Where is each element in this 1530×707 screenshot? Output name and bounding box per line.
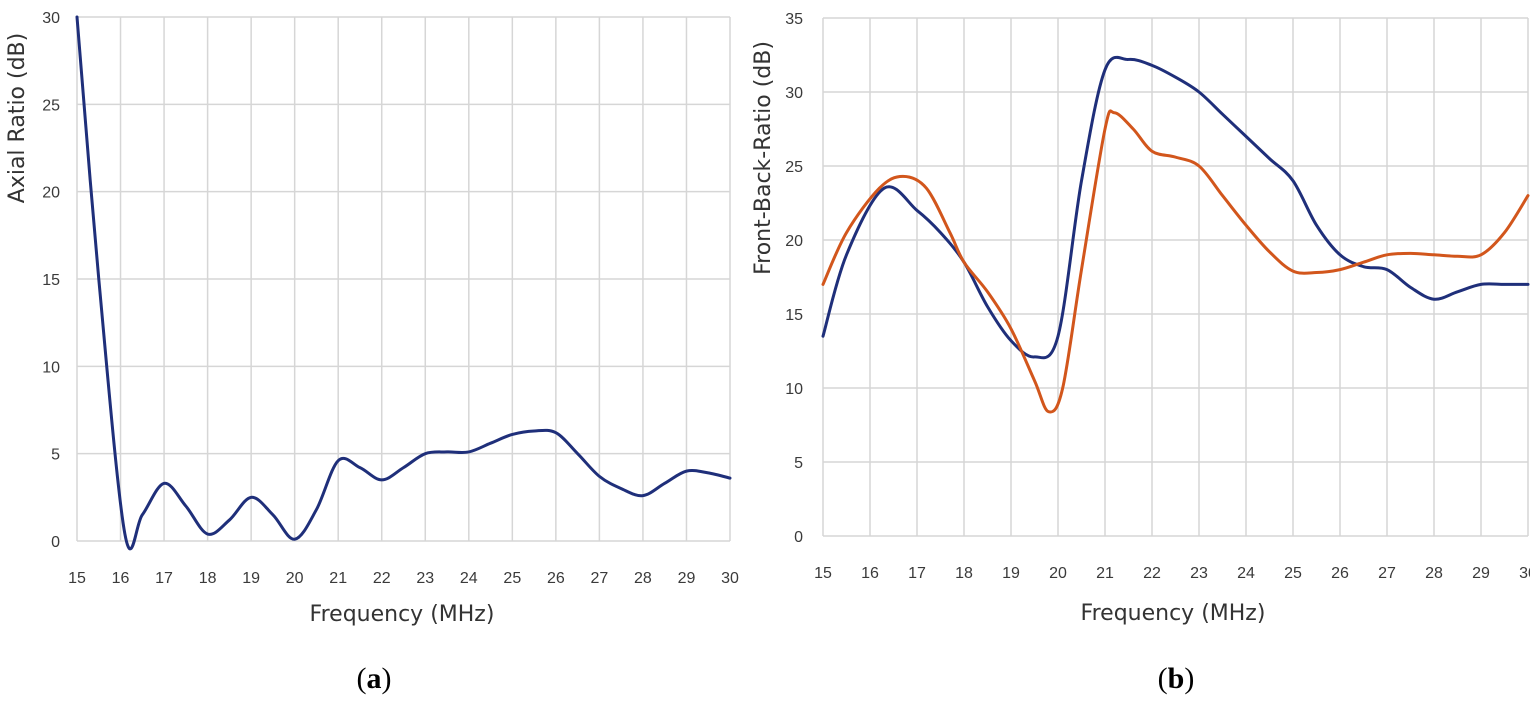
- x-tick-label: 30: [1519, 565, 1530, 582]
- x-tick-label: 23: [416, 570, 434, 587]
- y-tick-label: 0: [794, 529, 803, 546]
- x-tick-label: 21: [329, 570, 347, 587]
- y-tick-labels: 0 5 10 15 20 25 30: [42, 10, 60, 551]
- y-axis-title: Axial Ratio (dB): [5, 33, 30, 203]
- x-tick-label: 28: [1425, 565, 1443, 582]
- plot-area-grid: [76, 16, 731, 542]
- series-group: [75, 15, 732, 551]
- x-tick-label: 21: [1096, 565, 1114, 582]
- y-tick-label: 20: [785, 233, 803, 250]
- x-tick-label: 24: [460, 570, 478, 587]
- x-tick-label: 29: [678, 570, 696, 587]
- x-tick-label: 25: [503, 570, 521, 587]
- x-axis-title: Frequency (MHz): [1081, 601, 1266, 626]
- x-tick-label: 16: [861, 565, 879, 582]
- x-tick-label: 27: [591, 570, 609, 587]
- x-tick-labels: 15 16 17 18 19 20 21 22 23 24 25 26 27 28 29 30: [68, 570, 739, 587]
- y-tick-label: 5: [51, 447, 60, 464]
- series-line-1: [75, 15, 732, 551]
- chart-panel-a: 0 5 10 15 20 25 30 15 16 17 18 19 20 21 22 23 24 25 26 27 2…: [5, 10, 739, 695]
- y-tick-labels: 0 5 10 15 20 25 30 35: [785, 11, 803, 546]
- x-tick-label: 30: [721, 570, 739, 587]
- y-tick-label: 20: [42, 185, 60, 202]
- x-tick-label: 26: [547, 570, 565, 587]
- panel-label-b: (b): [1158, 662, 1195, 695]
- x-tick-label: 29: [1472, 565, 1490, 582]
- x-tick-label: 23: [1190, 565, 1208, 582]
- x-tick-label: 15: [814, 565, 832, 582]
- x-tick-label: 19: [1002, 565, 1020, 582]
- x-tick-label: 26: [1331, 565, 1349, 582]
- x-tick-label: 27: [1378, 565, 1396, 582]
- series-line-2: [821, 109, 1530, 414]
- series-line-1: [821, 55, 1530, 360]
- y-tick-label: 35: [785, 11, 803, 28]
- x-tick-label: 24: [1237, 565, 1255, 582]
- x-tick-label: 25: [1284, 565, 1302, 582]
- x-tick-label: 18: [955, 565, 973, 582]
- x-tick-label: 15: [68, 570, 86, 587]
- x-tick-label: 19: [242, 570, 260, 587]
- y-tick-label: 10: [42, 359, 60, 376]
- x-axis-title: Frequency (MHz): [310, 602, 495, 627]
- y-tick-label: 30: [42, 10, 60, 27]
- y-tick-label: 25: [42, 97, 60, 114]
- x-tick-label: 18: [199, 570, 217, 587]
- y-tick-label: 0: [51, 534, 60, 551]
- x-tick-label: 17: [908, 565, 926, 582]
- y-tick-label: 30: [785, 85, 803, 102]
- x-tick-label: 20: [1049, 565, 1067, 582]
- x-tick-label: 22: [1143, 565, 1161, 582]
- x-tick-labels: 15 16 17 18 19 20 21 22 23 24 25 26 27 28 29 30: [814, 565, 1530, 582]
- y-axis-title: Front-Back-Ratio (dB): [751, 41, 776, 275]
- y-tick-label: 10: [785, 381, 803, 398]
- plot-area-grid: [822, 17, 1529, 537]
- x-tick-label: 17: [155, 570, 173, 587]
- x-tick-label: 28: [634, 570, 652, 587]
- y-tick-label: 15: [785, 307, 803, 324]
- x-tick-label: 22: [373, 570, 391, 587]
- series-group: [821, 55, 1530, 414]
- y-tick-label: 5: [794, 455, 803, 472]
- x-tick-label: 16: [112, 570, 130, 587]
- y-tick-label: 15: [42, 272, 60, 289]
- chart-panel-b: 0 5 10 15 20 25 30 35 15 16 17 18 19 20 21 22 23 24 25 26 2…: [751, 11, 1530, 695]
- x-tick-label: 20: [286, 570, 304, 587]
- panel-label-a: (a): [357, 662, 392, 695]
- y-tick-label: 25: [785, 159, 803, 176]
